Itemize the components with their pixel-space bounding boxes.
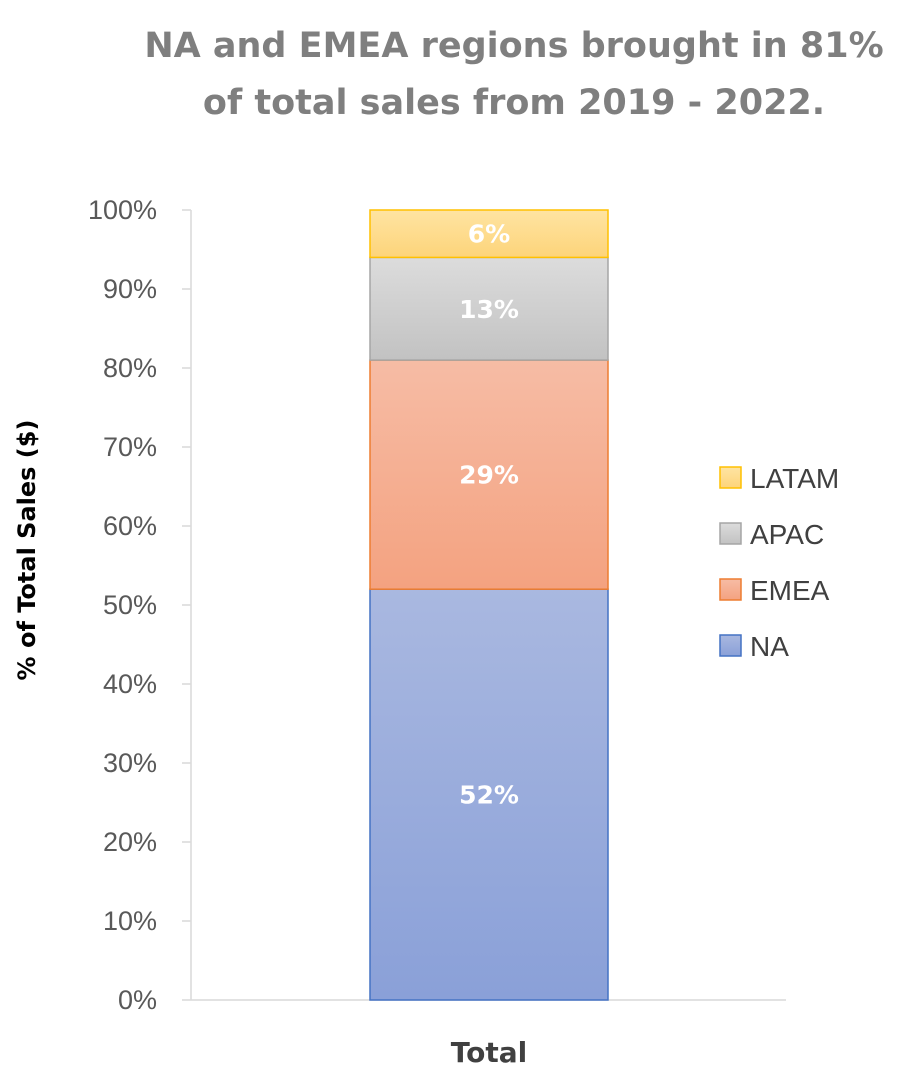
legend: LATAM APAC EMEA NA (719, 463, 839, 662)
legend-label: LATAM (750, 463, 839, 494)
legend-swatch (719, 466, 742, 489)
legend-label: EMEA (750, 575, 830, 606)
y-tick-label: 60% (103, 511, 157, 541)
y-tick-label: 80% (103, 353, 157, 383)
data-label-na: 52% (459, 781, 519, 810)
y-tick-label: 90% (103, 274, 157, 304)
bar-stack (369, 209, 609, 1001)
y-tick-label: 40% (103, 669, 157, 699)
legend-label: NA (750, 631, 789, 662)
data-labels: 52% 29% 13% 6% (459, 220, 519, 810)
legend-swatch (719, 634, 742, 657)
bar-segment-apac (369, 256, 609, 361)
y-tick-label: 20% (103, 827, 157, 857)
x-axis-categories: Total (451, 1036, 528, 1069)
chart-title-line-2: of total sales from 2019 - 2022. (203, 83, 825, 123)
y-tick-label: 100% (88, 195, 157, 225)
y-tick-label: 10% (103, 906, 157, 936)
bar-segment-emea (369, 359, 609, 590)
legend-label: APAC (750, 519, 824, 550)
legend-swatch (719, 522, 742, 545)
y-tick-label: 30% (103, 748, 157, 778)
y-tick-label: 50% (103, 590, 157, 620)
chart-title-line-1: NA and EMEA regions brought in 81% (144, 26, 883, 66)
bar-segment-na (369, 588, 609, 1001)
data-label-emea: 29% (459, 461, 519, 490)
data-label-apac: 13% (459, 295, 519, 324)
legend-item-na: NA (719, 631, 789, 662)
y-axis-label: % of Total Sales ($) (13, 420, 41, 681)
data-label-latam: 6% (468, 220, 510, 249)
y-axis-ticks: 0% 10% 20% 30% 40% 50% 60% 70% 80% 90% 100% (88, 195, 191, 1015)
bar-segment-latam (369, 209, 609, 259)
legend-item-emea: EMEA (719, 575, 830, 606)
chart-title: NA and EMEA regions brought in 81% of to… (144, 26, 883, 123)
legend-item-apac: APAC (719, 519, 824, 550)
y-tick-label: 0% (118, 985, 157, 1015)
x-category-label: Total (451, 1036, 528, 1069)
legend-swatch (719, 578, 742, 601)
y-tick-label: 70% (103, 432, 157, 462)
legend-item-latam: LATAM (719, 463, 839, 494)
